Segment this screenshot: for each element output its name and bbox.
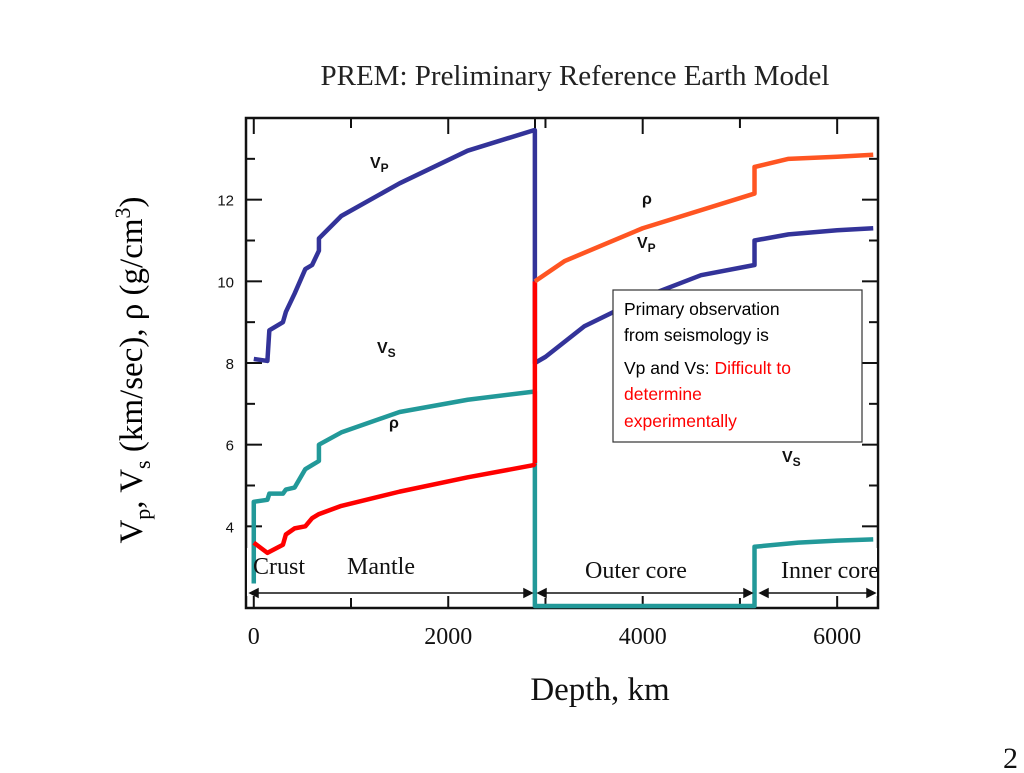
- annotation-line-1: Primary observation: [624, 299, 780, 319]
- arrowhead-right: [743, 587, 754, 599]
- region-label-mantle: Mantle: [347, 554, 415, 580]
- annotation-line-5: experimentally: [624, 411, 737, 431]
- curve-label-rho-mantle: ρ: [389, 415, 399, 432]
- x-tick-label: 2000: [424, 624, 472, 650]
- curve-label-rho-core: ρ: [642, 191, 652, 208]
- annotation-line-3: Vp and Vs: Difficult to: [624, 358, 791, 378]
- y-tick-label: 6: [226, 438, 234, 455]
- x-tick-label: 0: [248, 624, 260, 650]
- annotation-frame: [612, 289, 863, 443]
- region-band: [247, 548, 877, 596]
- arrowhead-left: [758, 587, 769, 599]
- curve-label-vp-mantle: VP: [370, 155, 389, 175]
- series-vp: [253, 128, 874, 366]
- page-number: 2: [1003, 742, 1018, 768]
- chart-title: PREM: Preliminary Reference Earth Model: [321, 60, 830, 92]
- region-label-outer-core: Outer core: [585, 558, 687, 584]
- x-tick-label: 6000: [813, 624, 861, 650]
- y-tick-label: 8: [226, 356, 234, 373]
- annotation-box: Primary observation from seismology is V…: [612, 289, 863, 443]
- region-arrows: [248, 587, 877, 599]
- region-label-crust: Crust: [253, 554, 305, 580]
- curve-label-vs-mantle: VS: [377, 340, 396, 360]
- series-rho-core: [533, 152, 874, 284]
- arrowhead-right: [523, 587, 534, 599]
- region-label-inner-core: Inner core: [781, 558, 879, 584]
- curve-label-vp-core: VP: [637, 235, 656, 255]
- curve-label-vs-core: VS: [782, 449, 801, 469]
- y-tick-label: 12: [217, 193, 234, 210]
- y-tick-label: 10: [217, 274, 234, 291]
- x-tick-label: 4000: [619, 624, 667, 650]
- arrowhead-left: [536, 587, 547, 599]
- tick-labels: 4 6 8 10 12 0 2000 4000 6000: [217, 193, 861, 650]
- y-tick-label: 4: [226, 519, 234, 536]
- annotation-line-4: determine: [624, 384, 702, 404]
- arrowhead-right: [866, 587, 877, 599]
- arrowhead-left: [248, 587, 259, 599]
- series-rho-mantle: [252, 461, 537, 556]
- annotation-line-2: from seismology is: [624, 325, 769, 345]
- series-vs: [251, 389, 874, 609]
- series-layer: [251, 128, 874, 609]
- x-axis-label: Depth, km: [530, 672, 670, 708]
- y-axis-label: Vp, Vs (km/sec), ρ (g/cm3): [110, 196, 155, 543]
